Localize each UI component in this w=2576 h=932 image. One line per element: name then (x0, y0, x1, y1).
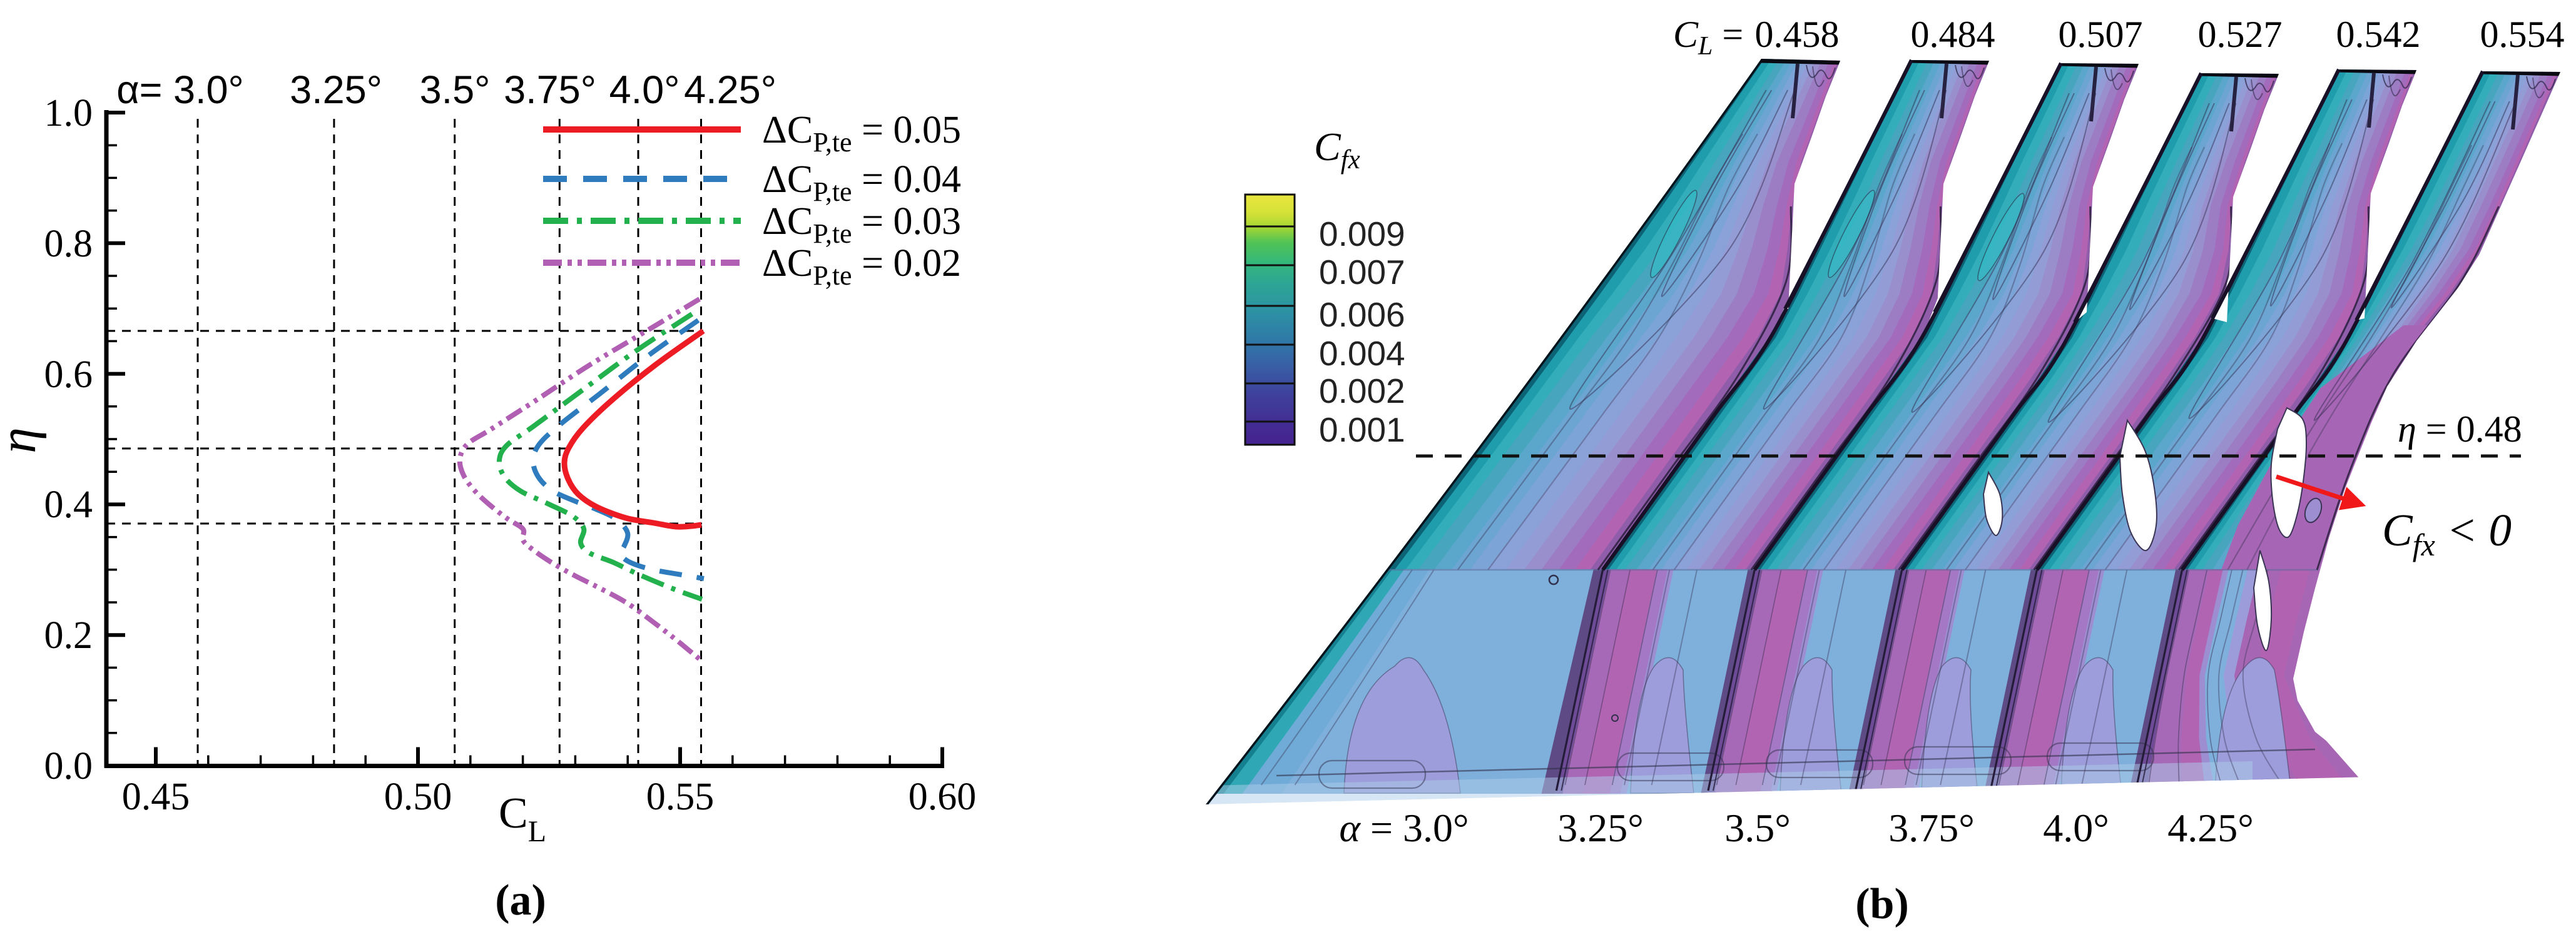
svg-text:(a): (a) (495, 876, 546, 924)
svg-text:0.55: 0.55 (646, 776, 715, 818)
svg-text:3.25°: 3.25° (290, 68, 382, 112)
svg-text:α= 3.0°: α= 3.0° (116, 68, 244, 112)
svg-text:0.009: 0.009 (1319, 215, 1405, 253)
svg-text:0.001: 0.001 (1319, 410, 1405, 449)
svg-text:ΔCP,te = 0.02: ΔCP,te = 0.02 (762, 242, 961, 291)
svg-text:4.25°: 4.25° (684, 68, 776, 112)
svg-text:3.25°: 3.25° (1557, 806, 1644, 850)
svg-text:0.4: 0.4 (44, 484, 93, 526)
svg-text:0.8: 0.8 (44, 223, 93, 265)
svg-text:(b): (b) (1855, 880, 1909, 928)
svg-text:0.004: 0.004 (1319, 334, 1405, 373)
svg-text:0.002: 0.002 (1319, 372, 1405, 410)
svg-text:ΔCP,te = 0.05: ΔCP,te = 0.05 (762, 109, 961, 158)
svg-text:3.75°: 3.75° (1888, 806, 1975, 850)
svg-text:ΔCP,te = 0.03: ΔCP,te = 0.03 (762, 200, 961, 249)
svg-text:0.507: 0.507 (2059, 14, 2143, 55)
svg-text:4.0°: 4.0° (609, 68, 680, 112)
svg-text:0.007: 0.007 (1319, 253, 1405, 291)
svg-text:CL =: CL = (1673, 14, 1743, 61)
svg-text:0.0: 0.0 (44, 745, 93, 788)
svg-text:α = 3.0°: α = 3.0° (1339, 806, 1469, 850)
svg-text:0.60: 0.60 (909, 776, 977, 818)
svg-text:4.25°: 4.25° (2167, 806, 2254, 850)
svg-text:0.2: 0.2 (44, 614, 93, 657)
svg-text:η = 0.48: η = 0.48 (2398, 408, 2522, 450)
svg-text:3.5°: 3.5° (1724, 806, 1791, 850)
svg-text:0.45: 0.45 (122, 776, 190, 818)
svg-text:4.0°: 4.0° (2043, 806, 2109, 850)
svg-text:0.458: 0.458 (1755, 14, 1840, 55)
svg-text:1.0: 1.0 (44, 92, 93, 134)
svg-text:0.527: 0.527 (2198, 14, 2283, 55)
svg-text:ΔCP,te = 0.04: ΔCP,te = 0.04 (762, 158, 961, 207)
svg-text:0.50: 0.50 (384, 776, 452, 818)
svg-text:3.5°: 3.5° (420, 68, 491, 112)
svg-text:0.484: 0.484 (1911, 14, 1995, 55)
svg-text:η: η (0, 427, 47, 453)
svg-text:0.6: 0.6 (44, 353, 93, 396)
svg-text:Cfx < 0: Cfx < 0 (2382, 505, 2512, 562)
svg-text:0.554: 0.554 (2480, 14, 2565, 55)
svg-text:3.75°: 3.75° (504, 68, 596, 112)
svg-text:0.006: 0.006 (1319, 295, 1405, 334)
svg-text:0.542: 0.542 (2336, 14, 2421, 55)
